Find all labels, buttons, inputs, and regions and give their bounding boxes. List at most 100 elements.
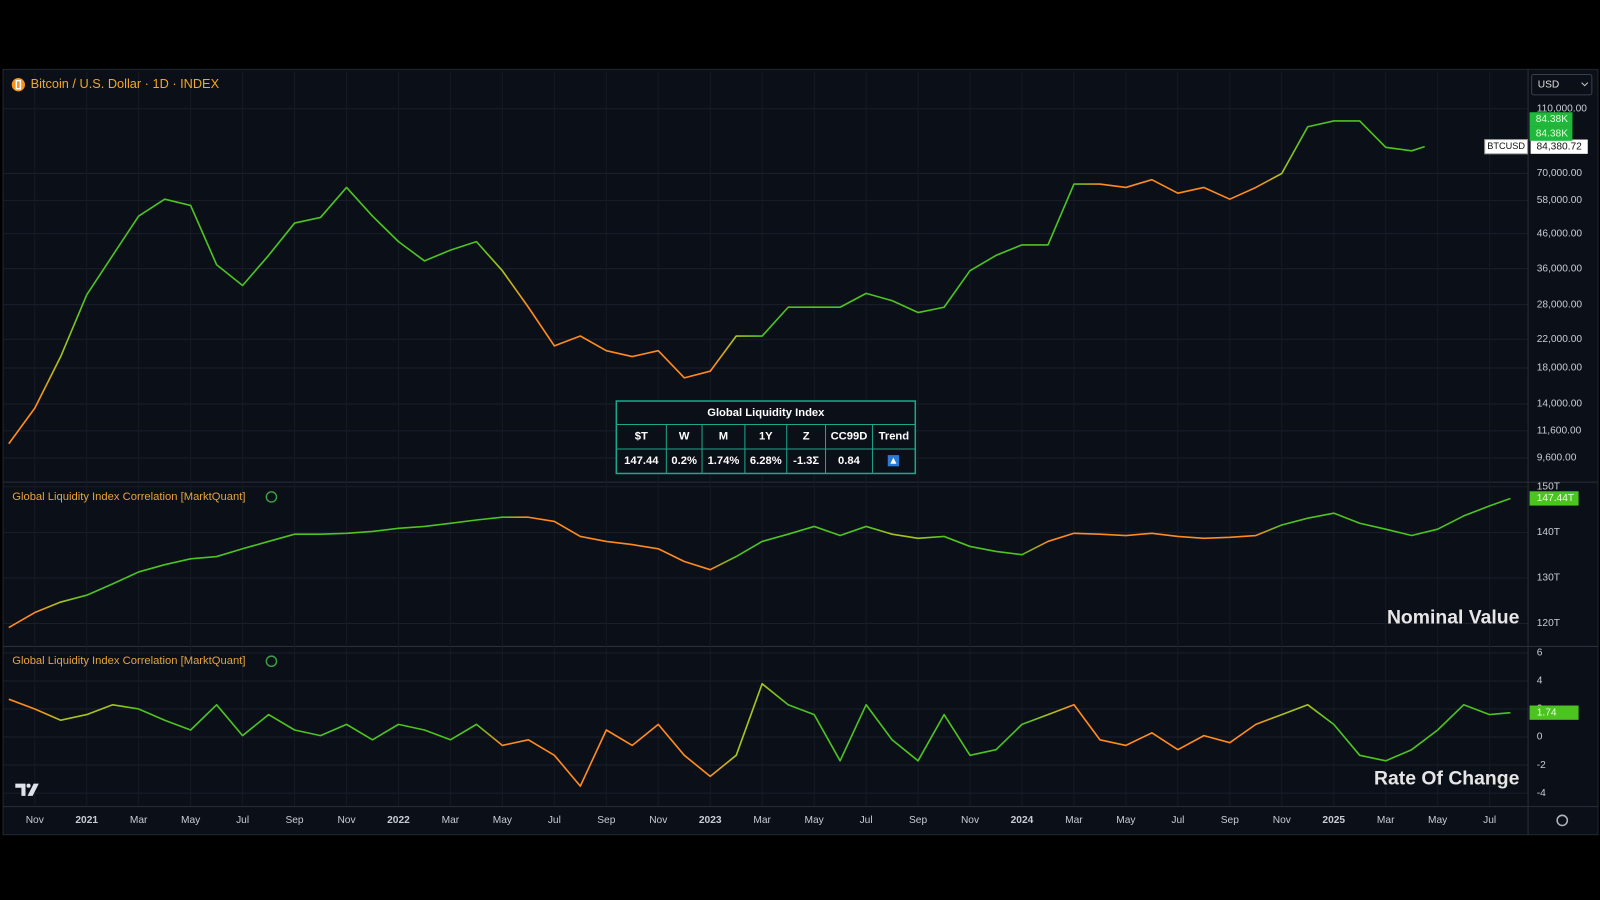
pane-annotation: Rate Of Change — [1374, 768, 1520, 790]
y-tick-label: 46,000.00 — [1537, 228, 1583, 239]
y-tick-label: 58,000.00 — [1537, 195, 1583, 206]
x-tick-label: Sep — [285, 815, 303, 826]
x-tick-label: 2025 — [1322, 815, 1345, 826]
x-tick-label: 2023 — [699, 815, 722, 826]
y-tick-label: -4 — [1537, 788, 1546, 799]
x-tick-label: May — [1116, 815, 1136, 826]
pane-visibility-icon — [265, 491, 278, 503]
y-tick-label: 110,000.00 — [1537, 103, 1588, 114]
x-tick-label: Mar — [1065, 815, 1083, 826]
y-tick-label: 11,600.00 — [1537, 426, 1582, 437]
price-badge — [1529, 112, 1573, 127]
y-tick-label: 28,000.00 — [1537, 299, 1583, 310]
table-header: M — [719, 431, 728, 443]
currency-select[interactable] — [1531, 73, 1593, 96]
y-tick-label: 36,000.00 — [1537, 263, 1583, 274]
table-cell: -1.3Σ — [793, 455, 819, 467]
x-tick-label: Nov — [1273, 815, 1292, 826]
x-tick-label: Nov — [649, 815, 668, 826]
y-tick-label: 0 — [1537, 732, 1543, 743]
x-tick-label: Jul — [860, 815, 873, 826]
x-tick-label: Mar — [753, 815, 771, 826]
last-price-box — [1530, 139, 1588, 154]
y-tick-label: 140T — [1537, 527, 1560, 538]
price-badge-label: 84.38K — [1536, 128, 1568, 139]
y-tick-label: 22,000.00 — [1537, 334, 1583, 345]
x-tick-label: Jul — [548, 815, 561, 826]
x-tick-label: Mar — [442, 815, 460, 826]
last-value-label: 1.74 — [1537, 707, 1557, 718]
table-header: 1Y — [759, 431, 773, 443]
x-tick-label: May — [1428, 815, 1448, 826]
table-header: Z — [803, 431, 810, 443]
label-layer: Bitcoin / U.S. Dollar · 1D · INDEX USD 1… — [11, 73, 1593, 827]
series-line — [8, 682, 1511, 787]
x-tick-label: May — [805, 815, 825, 826]
x-tick-label: Nov — [337, 815, 356, 826]
logo-shape — [15, 783, 39, 796]
logo-dot — [26, 783, 31, 788]
series-line — [8, 497, 1511, 629]
table-header: Trend — [879, 431, 910, 443]
last-value-badge — [1529, 705, 1579, 720]
settings-icon[interactable] — [1556, 814, 1569, 827]
bitcoin-icon — [11, 78, 25, 92]
last-value-badge — [1529, 491, 1579, 506]
y-tick-label: 150T — [1537, 481, 1560, 492]
x-tick-label: Sep — [909, 815, 927, 826]
pane-visibility-icon — [265, 655, 278, 668]
y-tick-label: 6 — [1537, 648, 1543, 659]
x-tick-label: Nov — [26, 815, 45, 826]
x-tick-label: May — [493, 815, 513, 826]
x-tick-label: 2021 — [75, 815, 98, 826]
table-cell: 1.74% — [708, 455, 740, 467]
x-tick-label: Sep — [597, 815, 615, 826]
x-tick-label: Mar — [130, 815, 148, 826]
table-title: Global Liquidity Index — [707, 407, 825, 419]
last-price-label: 84,380.72 — [1537, 141, 1583, 152]
series-tag: BTCUSD — [1487, 141, 1525, 151]
price-badge — [1529, 126, 1573, 141]
pane-title: Global Liquidity Index Correlation [Mark… — [12, 655, 245, 667]
tradingview-logo — [15, 783, 39, 796]
y-tick-label: 14,000.00 — [1537, 399, 1583, 410]
currency-label: USD — [1538, 79, 1560, 90]
x-tick-label: 2022 — [387, 815, 410, 826]
x-tick-label: May — [181, 815, 201, 826]
table-cell: 147.44 — [624, 455, 659, 467]
y-tick-label: 130T — [1537, 573, 1560, 584]
y-tick-label: 70,000.00 — [1537, 168, 1583, 179]
chevron — [1581, 82, 1589, 87]
y-tick-label: -2 — [1537, 760, 1546, 771]
grid-layer — [3, 71, 1528, 807]
table-header: W — [679, 431, 690, 443]
pane-title: Global Liquidity Index Correlation [Mark… — [12, 491, 245, 503]
table-header: CC99D — [831, 431, 868, 443]
x-tick-label: Jul — [1483, 815, 1496, 826]
y-tick-label: 9,600.00 — [1537, 453, 1577, 464]
line-layer — [8, 120, 1511, 787]
x-tick-label: Mar — [1377, 815, 1395, 826]
x-tick-label: Nov — [961, 815, 980, 826]
y-tick-label: 4 — [1537, 676, 1543, 687]
table-header: $T — [635, 431, 648, 443]
price-badge-label: 84.38K — [1536, 114, 1568, 125]
table-cell: 0.84 — [838, 455, 861, 467]
y-tick-label: 18,000.00 — [1537, 363, 1583, 374]
x-tick-label: Jul — [1171, 815, 1184, 826]
x-tick-label: Jul — [236, 815, 249, 826]
pane-annotation: Nominal Value — [1387, 606, 1520, 628]
series-tag-box — [1484, 139, 1529, 155]
last-value-label: 147.44T — [1537, 493, 1574, 504]
table-cell: 0.2% — [671, 455, 697, 467]
y-tick-label: 120T — [1537, 618, 1560, 629]
series-line — [8, 120, 1425, 445]
bitcoin-icon-glyph — [15, 79, 22, 90]
liquidity-table: Global Liquidity Index $T W M 1Y Z CC99D Trend… — [615, 400, 917, 475]
x-tick-label: Sep — [1221, 815, 1239, 826]
x-tick-label: 2024 — [1011, 815, 1034, 826]
symbol-title: Bitcoin / U.S. Dollar · 1D · INDEX — [31, 76, 220, 91]
table-cell: 6.28% — [750, 455, 782, 467]
